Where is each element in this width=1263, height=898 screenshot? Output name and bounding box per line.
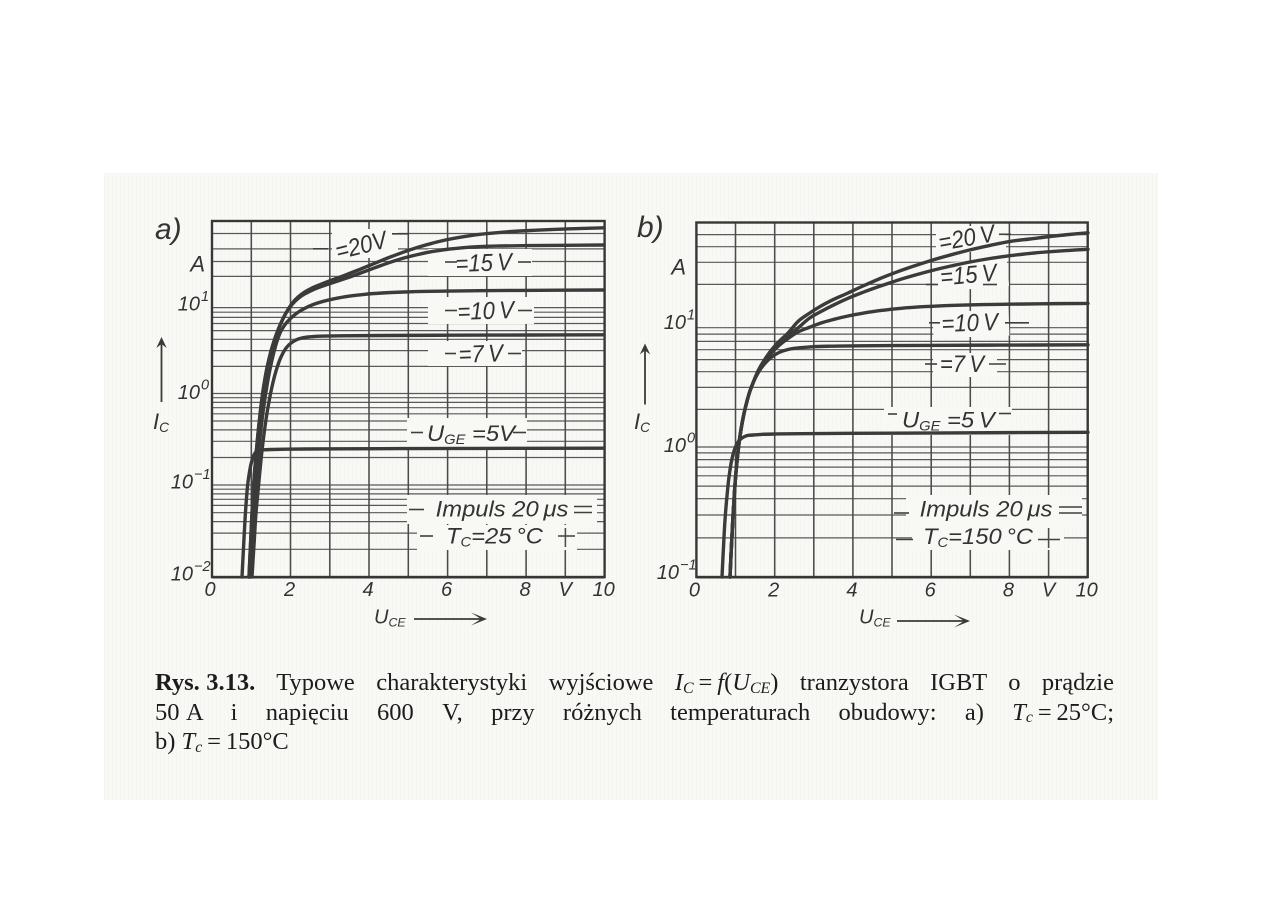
svg-text:V: V bbox=[1042, 580, 1057, 602]
svg-text:UCE: UCE bbox=[859, 607, 891, 630]
svg-text:10: 10 bbox=[178, 382, 200, 404]
svg-text:2: 2 bbox=[283, 579, 295, 601]
svg-text:Impuls 20 μs: Impuls 20 μs bbox=[920, 496, 1053, 521]
svg-text:1: 1 bbox=[201, 289, 209, 305]
svg-text:10: 10 bbox=[171, 472, 193, 494]
svg-text:0: 0 bbox=[201, 378, 209, 394]
svg-text:IC: IC bbox=[634, 409, 650, 435]
svg-text:A: A bbox=[669, 255, 686, 280]
svg-text:IC: IC bbox=[153, 409, 169, 435]
svg-text:a): a) bbox=[155, 213, 182, 246]
svg-text:0: 0 bbox=[687, 431, 695, 447]
svg-text:=15 V: =15 V bbox=[455, 248, 515, 277]
svg-text:V: V bbox=[559, 579, 574, 601]
svg-text:=7 V: =7 V bbox=[940, 350, 987, 377]
svg-text:2: 2 bbox=[767, 580, 779, 602]
svg-text:UGE =5 V: UGE =5 V bbox=[902, 407, 997, 434]
svg-text:10: 10 bbox=[171, 564, 193, 586]
svg-text:10: 10 bbox=[1076, 580, 1098, 602]
svg-text:A: A bbox=[188, 252, 205, 277]
svg-text:8: 8 bbox=[520, 579, 531, 601]
svg-text:UGE =5V: UGE =5V bbox=[427, 421, 518, 448]
svg-text:10: 10 bbox=[592, 579, 614, 601]
svg-text:0: 0 bbox=[204, 579, 215, 601]
svg-text:10: 10 bbox=[178, 294, 200, 316]
svg-text:6: 6 bbox=[925, 580, 937, 602]
svg-text:4: 4 bbox=[846, 580, 857, 602]
svg-text:UCE: UCE bbox=[374, 607, 406, 630]
svg-text:=10 V: =10 V bbox=[457, 296, 517, 325]
svg-text:Impuls 20 μs: Impuls 20 μs bbox=[436, 496, 569, 521]
svg-text:−2: −2 bbox=[194, 559, 211, 575]
svg-text:=10 V: =10 V bbox=[941, 308, 1001, 337]
svg-text:=15 V: =15 V bbox=[939, 258, 1000, 290]
svg-text:b): b) bbox=[637, 211, 664, 244]
svg-text:8: 8 bbox=[1003, 580, 1014, 602]
svg-text:=7 V: =7 V bbox=[458, 339, 505, 368]
svg-text:6: 6 bbox=[441, 579, 453, 601]
svg-text:4: 4 bbox=[362, 579, 373, 601]
svg-text:10: 10 bbox=[657, 562, 679, 584]
svg-text:10: 10 bbox=[664, 435, 686, 457]
svg-text:0: 0 bbox=[689, 580, 700, 602]
svg-text:10: 10 bbox=[664, 312, 686, 334]
svg-text:1: 1 bbox=[687, 308, 695, 324]
svg-text:−1: −1 bbox=[194, 467, 211, 483]
svg-text:−1: −1 bbox=[680, 558, 697, 574]
